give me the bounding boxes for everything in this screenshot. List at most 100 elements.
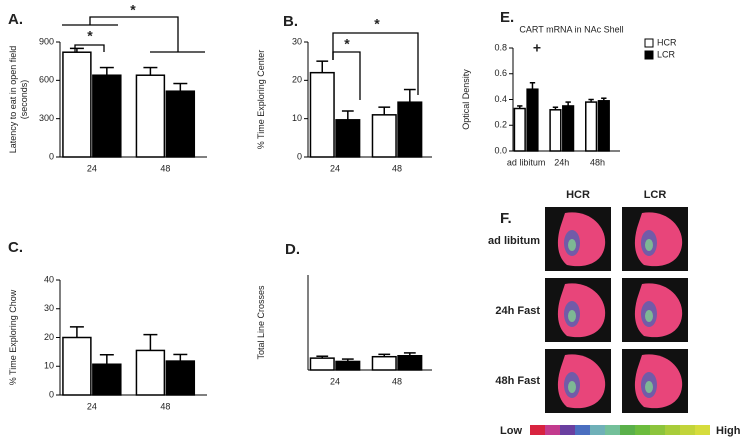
bar bbox=[309, 357, 335, 371]
bar bbox=[309, 71, 335, 158]
row-label: 24h Fast bbox=[495, 305, 540, 317]
scale-swatch bbox=[560, 425, 575, 435]
x-tick-label: 24h bbox=[554, 157, 569, 167]
x-tick-label: 48 bbox=[392, 376, 402, 386]
bar bbox=[165, 90, 196, 158]
significance-bracket bbox=[332, 32, 419, 95]
y-axis-label: % Time Exploring Center bbox=[256, 49, 266, 150]
panel-letter: D. bbox=[285, 241, 300, 258]
y-tick-label: 0.0 bbox=[494, 145, 507, 155]
significance-bracket bbox=[332, 51, 361, 100]
brain-core bbox=[568, 381, 576, 393]
x-tick-label: 24 bbox=[330, 163, 340, 173]
y-tick-label: 20 bbox=[44, 332, 54, 342]
scale-swatch bbox=[590, 425, 605, 435]
row-label: 48h Fast bbox=[495, 375, 540, 387]
y-axis-label: Latency to eat in open field (seconds) bbox=[8, 45, 29, 154]
scale-swatch bbox=[620, 425, 635, 435]
scale-swatch bbox=[575, 425, 590, 435]
annotation: * bbox=[130, 2, 136, 18]
bar bbox=[165, 360, 196, 396]
bar bbox=[397, 101, 423, 158]
x-tick-label: 48h bbox=[590, 157, 605, 167]
scale-swatch bbox=[650, 425, 665, 435]
annotation: * bbox=[87, 28, 93, 44]
x-tick-label: ad libitum bbox=[507, 157, 546, 167]
y-tick-label: 0 bbox=[297, 151, 302, 161]
legend-swatch bbox=[644, 38, 654, 48]
scale-swatch bbox=[605, 425, 620, 435]
bar bbox=[62, 51, 92, 158]
y-label-box: Latency to eat in open field (seconds) bbox=[8, 45, 29, 154]
annotation: + bbox=[533, 40, 541, 56]
scale-swatch bbox=[635, 425, 650, 435]
y-tick-label: 0 bbox=[49, 151, 54, 161]
legend-label: HCR bbox=[657, 37, 677, 47]
y-tick-label: 0.4 bbox=[494, 94, 507, 104]
brain-core bbox=[568, 239, 576, 251]
bar bbox=[549, 109, 562, 152]
column-label: HCR bbox=[566, 189, 590, 201]
row-label: ad libitum bbox=[488, 235, 540, 247]
legend-swatch bbox=[644, 50, 654, 60]
bar bbox=[335, 119, 361, 158]
y-tick-label: 40 bbox=[44, 274, 54, 284]
bar bbox=[513, 107, 526, 152]
y-tick-label: 0 bbox=[49, 389, 54, 399]
bar bbox=[62, 336, 92, 396]
bar bbox=[397, 355, 423, 371]
y-tick-label: 20 bbox=[292, 75, 302, 85]
y-tick-label: 0.8 bbox=[494, 42, 507, 52]
bar bbox=[135, 349, 166, 396]
y-label-box: % Time Exploring Center bbox=[256, 49, 266, 150]
y-axis-label: Total Line Crosses bbox=[256, 285, 266, 360]
annotation: * bbox=[344, 36, 350, 52]
bar bbox=[92, 363, 122, 396]
scale-swatch bbox=[695, 425, 710, 435]
y-tick-label: 30 bbox=[44, 303, 54, 313]
panel-letter: F. bbox=[500, 210, 512, 227]
scale-high: High bbox=[716, 425, 741, 437]
annotation: * bbox=[374, 16, 380, 32]
bar bbox=[92, 74, 122, 158]
y-label-box: Optical Density bbox=[461, 69, 471, 130]
chart-title: CART mRNA in NAc Shell bbox=[519, 24, 623, 34]
y-tick-label: 30 bbox=[292, 36, 302, 46]
y-label-box: Total Line Crosses bbox=[256, 285, 266, 360]
brain-core bbox=[568, 310, 576, 322]
x-tick-label: 48 bbox=[160, 163, 170, 173]
color-scale bbox=[530, 425, 710, 435]
bar bbox=[585, 101, 598, 152]
significance-bracket bbox=[74, 44, 105, 52]
brain-core bbox=[645, 310, 653, 322]
y-tick-label: 900 bbox=[39, 36, 54, 46]
y-tick-label: 0.6 bbox=[494, 68, 507, 78]
x-tick-label: 24 bbox=[87, 401, 97, 411]
brain-images bbox=[545, 207, 688, 413]
scale-low: Low bbox=[500, 425, 522, 437]
panel-letter: A. bbox=[8, 11, 23, 28]
brain-core bbox=[645, 381, 653, 393]
panel-letter: E. bbox=[500, 9, 514, 26]
bar bbox=[597, 100, 610, 152]
scale-swatch bbox=[680, 425, 695, 435]
y-tick-label: 600 bbox=[39, 75, 54, 85]
scale-swatch bbox=[545, 425, 560, 435]
x-tick-label: 48 bbox=[392, 163, 402, 173]
y-axis-label: Optical Density bbox=[461, 69, 471, 130]
x-tick-label: 24 bbox=[87, 163, 97, 173]
bar bbox=[335, 360, 361, 371]
panel-letter: B. bbox=[283, 13, 298, 30]
legend-label: LCR bbox=[657, 49, 676, 59]
y-label-box: % Time Exploring Chow bbox=[8, 289, 18, 386]
x-tick-label: 24 bbox=[330, 376, 340, 386]
column-label: LCR bbox=[644, 189, 667, 201]
bar bbox=[371, 114, 397, 158]
y-tick-label: 300 bbox=[39, 113, 54, 123]
x-tick-label: 48 bbox=[160, 401, 170, 411]
y-axis-label: % Time Exploring Chow bbox=[8, 289, 18, 386]
bar bbox=[562, 105, 575, 152]
bar bbox=[526, 88, 539, 152]
bar bbox=[135, 74, 166, 158]
